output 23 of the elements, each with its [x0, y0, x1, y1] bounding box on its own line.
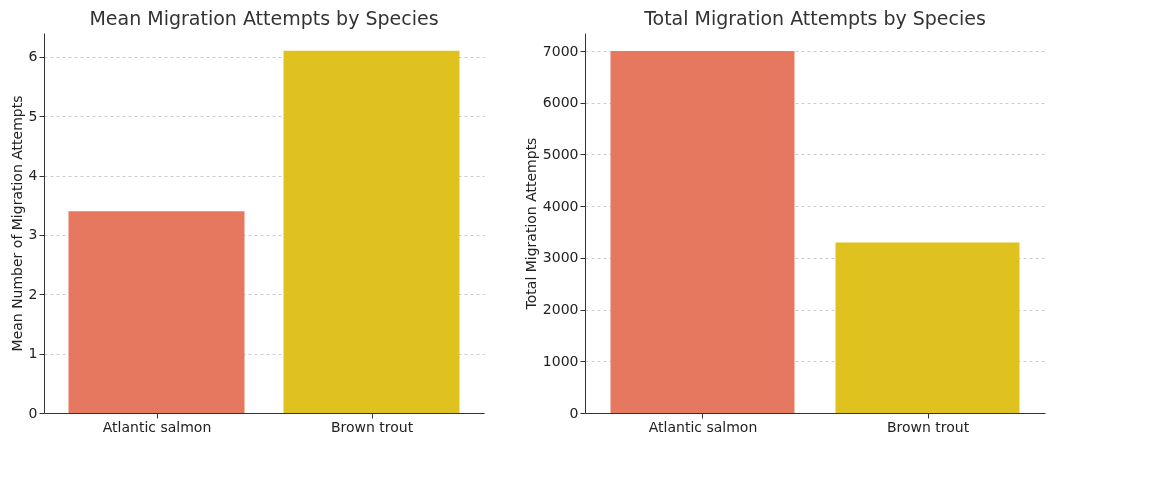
- y-tick-label: 1: [28, 345, 38, 362]
- y-tick-label: 4000: [542, 197, 579, 214]
- chart-title: Total Migration Attempts by Species: [643, 7, 986, 29]
- chart-title: Mean Migration Attempts by Species: [89, 7, 439, 29]
- x-tick-label: Brown trout: [330, 418, 414, 435]
- y-tick-label: 1000: [542, 352, 579, 369]
- y-tick-label: 3: [28, 226, 38, 243]
- y-tick-label: 2: [28, 285, 38, 302]
- y-tick-label: 5000: [542, 146, 579, 162]
- y-tick-label: 2000: [542, 301, 579, 318]
- y-axis-title: Mean Number of Migration Attempts: [8, 95, 25, 352]
- x-tick-label: Atlantic salmon: [102, 418, 212, 435]
- y-tick-label: 5: [28, 107, 38, 124]
- y-tick-label: 7000: [542, 42, 579, 59]
- y-tick-label: 0: [28, 404, 38, 421]
- y-tick-label: 6000: [542, 94, 579, 111]
- y-tick-label: 4: [28, 167, 38, 183]
- y-axis-title: Total Migration Attempts: [522, 137, 539, 311]
- y-tick-label: 0: [569, 404, 579, 421]
- x-tick-label: Atlantic salmon: [648, 418, 758, 435]
- y-tick-label: 6: [28, 48, 38, 65]
- x-tick-label: Brown trout: [886, 418, 970, 435]
- y-tick-label: 3000: [542, 249, 579, 266]
